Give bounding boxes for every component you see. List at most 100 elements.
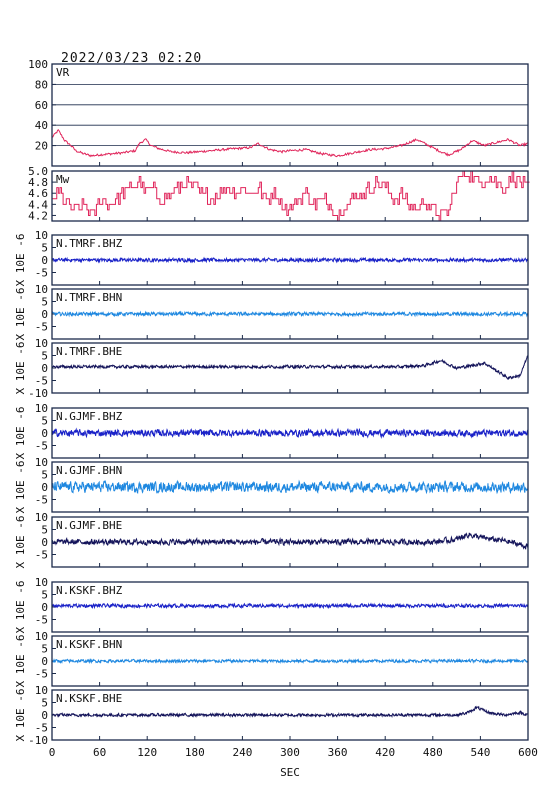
y-tick-label: 0	[41, 601, 48, 614]
x-tick-label: 0	[49, 746, 56, 759]
y-tick-label: 0	[41, 655, 48, 668]
y-axis-label: X 10E -6	[14, 516, 27, 569]
x-tick-label: 120	[137, 746, 157, 759]
trace-vr	[51, 129, 529, 158]
chart-title: 2022/03/23 02:20	[61, 51, 202, 66]
x-tick-label: 180	[185, 746, 205, 759]
panel-label: N.TMRF.BHN	[56, 291, 122, 304]
trace-n-kskf-bhe	[51, 705, 529, 718]
panel-vr: 20 40 60 80 100 VR	[28, 58, 529, 167]
panel-label: N.GJMF.BHZ	[56, 410, 123, 423]
panel-frame	[51, 170, 529, 222]
y-tick-label: 5	[41, 697, 48, 710]
y-tick-label: 5	[41, 643, 48, 656]
y-tick-label: 40	[35, 119, 48, 132]
y-tick-label: 5	[41, 415, 48, 428]
y-axis-label: X 10E -6	[14, 234, 27, 287]
y-tick-label: 10	[35, 337, 48, 350]
trace-n-gjmf-bhn	[51, 479, 529, 495]
y-tick-label: 5.0	[28, 165, 48, 178]
y-tick-label: -10	[28, 734, 48, 747]
trace-n-kskf-bhz	[51, 602, 529, 610]
panel-frame	[51, 288, 529, 340]
y-tick-label: -5	[35, 722, 48, 735]
y-tick-label: 5	[41, 350, 48, 363]
y-tick-label: 10	[35, 576, 48, 589]
panel-label: N.KSKF.BHE	[56, 692, 122, 705]
panel-label: N.GJMF.BHN	[56, 464, 122, 477]
panel-frame	[51, 581, 529, 633]
panel-label: N.KSKF.BHN	[56, 638, 122, 651]
x-tick-label: 240	[232, 746, 252, 759]
y-axis-label: X 10E -6	[14, 689, 27, 742]
y-axis-label: X 10E -6	[14, 581, 27, 634]
y-tick-label: 10	[35, 229, 48, 242]
y-axis-label: X 10E -6	[14, 635, 27, 688]
trace-n-tmrf-bhz	[51, 256, 529, 264]
y-tick-label: -5	[35, 440, 48, 453]
panel-frame	[51, 516, 529, 568]
y-tick-label: 0	[41, 362, 48, 375]
panel-frame	[51, 635, 529, 687]
y-tick-label: 80	[35, 78, 48, 91]
y-tick-label: 4.8	[28, 176, 48, 189]
x-tick-label: 420	[375, 746, 395, 759]
y-axis-label: X 10E -6	[14, 288, 27, 341]
y-tick-label: 10	[35, 630, 48, 643]
panel-frame	[51, 63, 529, 167]
y-tick-label: 5	[41, 469, 48, 482]
y-tick-label: 0	[41, 536, 48, 549]
y-tick-label: -5	[35, 375, 48, 388]
panel-frame	[51, 407, 529, 459]
x-tick-label: 600	[518, 746, 538, 759]
trace-n-gjmf-bhz	[51, 427, 529, 440]
trace-n-tmrf-bhe	[51, 355, 529, 381]
y-tick-label: 0	[41, 308, 48, 321]
y-tick-label: 60	[35, 99, 48, 112]
y-tick-label: 4.6	[28, 187, 48, 200]
y-tick-label: 0	[41, 709, 48, 722]
y-tick-label: 5	[41, 242, 48, 255]
panel-frame	[51, 689, 529, 741]
trace-mw	[52, 170, 530, 222]
panel-label: N.KSKF.BHZ	[56, 584, 123, 597]
y-tick-label: 20	[35, 140, 48, 153]
y-tick-label: -5	[35, 321, 48, 334]
y-tick-label: 4.4	[28, 198, 48, 211]
x-axis-label: SEC	[280, 766, 300, 779]
x-tick-label: 60	[93, 746, 106, 759]
y-tick-label: 5	[41, 524, 48, 537]
x-tick-label: 300	[280, 746, 300, 759]
y-tick-label: -5	[35, 549, 48, 562]
panel-label: Mw	[56, 173, 70, 186]
panel-frame	[51, 461, 529, 513]
x-tick-label: 480	[423, 746, 443, 759]
panel-frame	[51, 342, 529, 394]
panel-mw: 4.24.44.64.85.0 Mw	[28, 165, 530, 222]
y-tick-label: 10	[35, 684, 48, 697]
y-tick-label: -10	[28, 387, 48, 400]
trace-n-tmrf-bhn	[51, 310, 529, 318]
x-tick-label: 540	[470, 746, 490, 759]
y-axis-label: X 10E -6	[14, 461, 27, 514]
y-tick-label: -5	[35, 494, 48, 507]
y-tick-label: -5	[35, 614, 48, 627]
y-tick-label: 5	[41, 589, 48, 602]
x-tick-label: 360	[328, 746, 348, 759]
panel-label: N.TMRF.BHE	[56, 345, 122, 358]
y-tick-label: 100	[28, 58, 48, 71]
y-axis-label: X 10E -6	[14, 407, 27, 460]
y-tick-label: 0	[41, 254, 48, 267]
y-tick-label: -5	[35, 267, 48, 280]
y-tick-label: 0	[41, 481, 48, 494]
